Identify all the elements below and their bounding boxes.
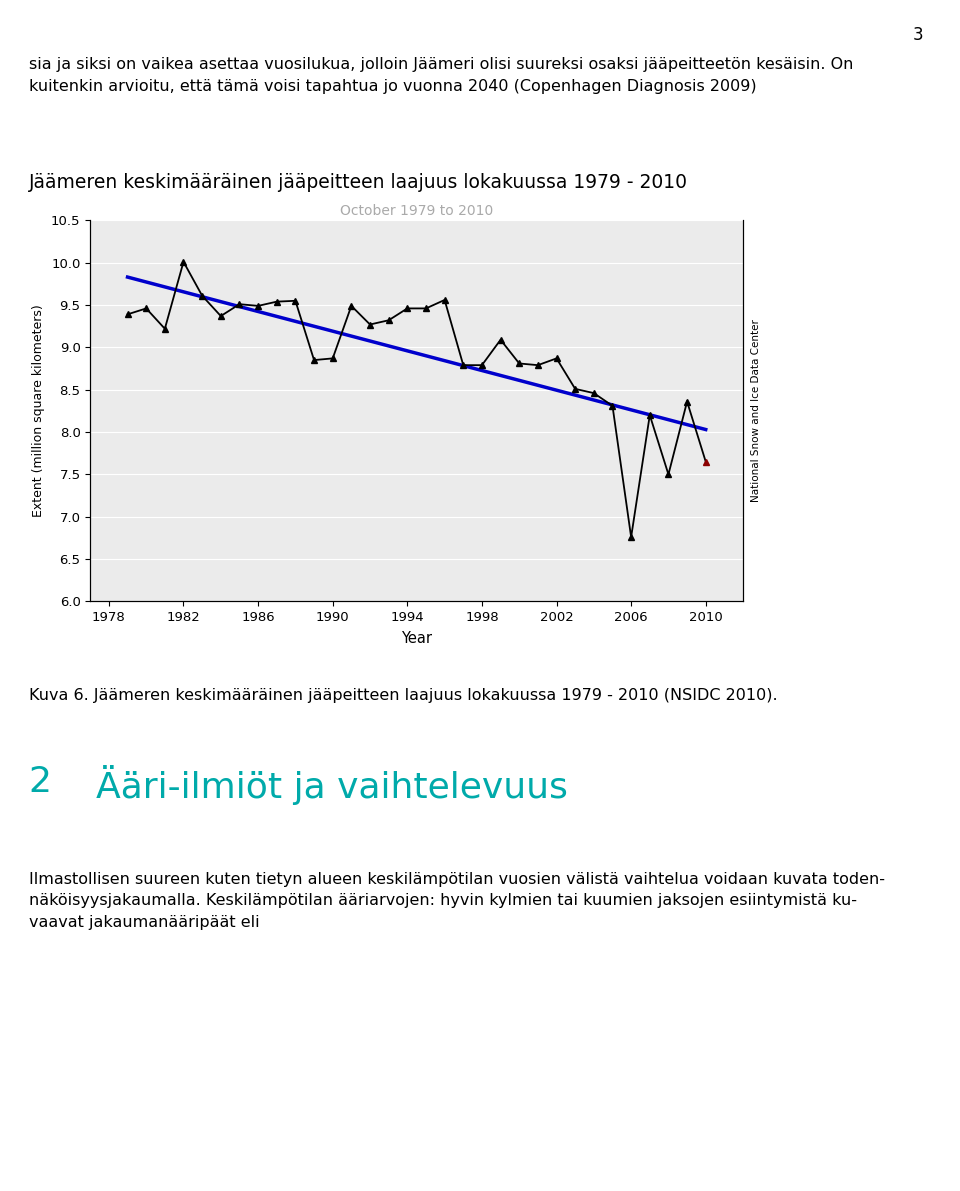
Text: Ääri-ilmiöt ja vaihtelevuus: Ääri-ilmiöt ja vaihtelevuus (96, 765, 568, 805)
Text: näköisyysjakaumalla. Keskilämpötilan ääriarvojen: hyvin kylmien tai kuumien jaks: näköisyysjakaumalla. Keskilämpötilan äär… (29, 893, 856, 909)
Text: sia ja siksi on vaikea asettaa vuosilukua, jolloin Jäämeri olisi suureksi osaksi: sia ja siksi on vaikea asettaa vuosiluku… (29, 57, 853, 73)
Y-axis label: National Snow and Ice Data Center: National Snow and Ice Data Center (752, 319, 761, 503)
Text: vaavat jakaumanääripäät eli: vaavat jakaumanääripäät eli (29, 915, 259, 930)
Title: October 1979 to 2010: October 1979 to 2010 (340, 204, 493, 218)
Text: kuitenkin arvioitu, että tämä voisi tapahtua jo vuonna 2040 (Copenhagen Diagnosi: kuitenkin arvioitu, että tämä voisi tapa… (29, 79, 756, 94)
Text: Ilmastollisen suureen kuten tietyn alueen keskilämpötilan vuosien välistä vaihte: Ilmastollisen suureen kuten tietyn aluee… (29, 872, 885, 887)
Text: 2: 2 (29, 765, 52, 799)
Text: 3: 3 (913, 26, 924, 44)
Text: Jäämeren keskimääräinen jääpeitteen laajuus lokakuussa 1979 - 2010: Jäämeren keskimääräinen jääpeitteen laaj… (29, 173, 687, 192)
X-axis label: Year: Year (401, 631, 432, 647)
Text: Kuva 6. Jäämeren keskimääräinen jääpeitteen laajuus lokakuussa 1979 - 2010 (NSID: Kuva 6. Jäämeren keskimääräinen jääpeitt… (29, 688, 778, 704)
Y-axis label: Extent (million square kilometers): Extent (million square kilometers) (33, 305, 45, 517)
